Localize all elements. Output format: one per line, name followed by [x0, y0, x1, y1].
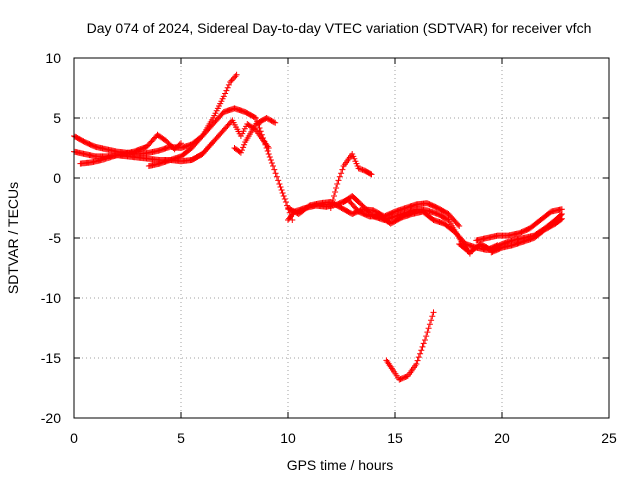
data-point-markers — [340, 193, 473, 257]
data-point-markers — [77, 131, 184, 167]
data-series-track-4 — [145, 105, 296, 223]
y-tick-label: -10 — [41, 290, 61, 306]
x-tick-label: 15 — [387, 430, 403, 446]
data-series-track-12 — [473, 206, 565, 244]
data-series-track-13 — [488, 215, 565, 256]
data-point-markers — [473, 206, 565, 244]
x-axis-label: GPS time / hours — [287, 457, 394, 473]
axis-ticks: 0 5 10 15 20 25 -20 -15 -10 -5 0 5 10 — [41, 50, 617, 446]
data-series-track-1 — [71, 71, 240, 157]
plot-frame — [73, 57, 610, 419]
data-series-track-9 — [340, 193, 473, 257]
y-tick-label: -20 — [41, 410, 61, 426]
data-point-markers — [71, 71, 240, 157]
data-series-track-6 — [231, 115, 279, 156]
chart-title: Day 074 of 2024, Sidereal Day-to-day VTE… — [87, 20, 592, 36]
data-point-markers — [231, 115, 279, 156]
data-point-markers — [488, 215, 565, 256]
y-tick-label: 5 — [53, 110, 61, 126]
x-tick-label: 10 — [280, 430, 296, 446]
data-series-track-3 — [77, 131, 184, 167]
data-point-markers — [383, 309, 437, 383]
x-tick-label: 0 — [70, 430, 78, 446]
y-tick-label: 10 — [45, 50, 61, 66]
data-point-markers — [285, 196, 501, 253]
y-tick-label: -15 — [41, 350, 61, 366]
data-series-track-10 — [285, 196, 501, 253]
y-tick-label: -5 — [49, 230, 62, 246]
y-tick-label: 0 — [53, 170, 61, 186]
data-point-markers — [145, 105, 296, 223]
data-series-track-14 — [383, 309, 437, 383]
x-tick-label: 25 — [601, 430, 617, 446]
x-tick-label: 20 — [494, 430, 510, 446]
x-tick-label: 5 — [177, 430, 185, 446]
y-axis-label: SDTVAR / TECUs — [5, 182, 21, 294]
